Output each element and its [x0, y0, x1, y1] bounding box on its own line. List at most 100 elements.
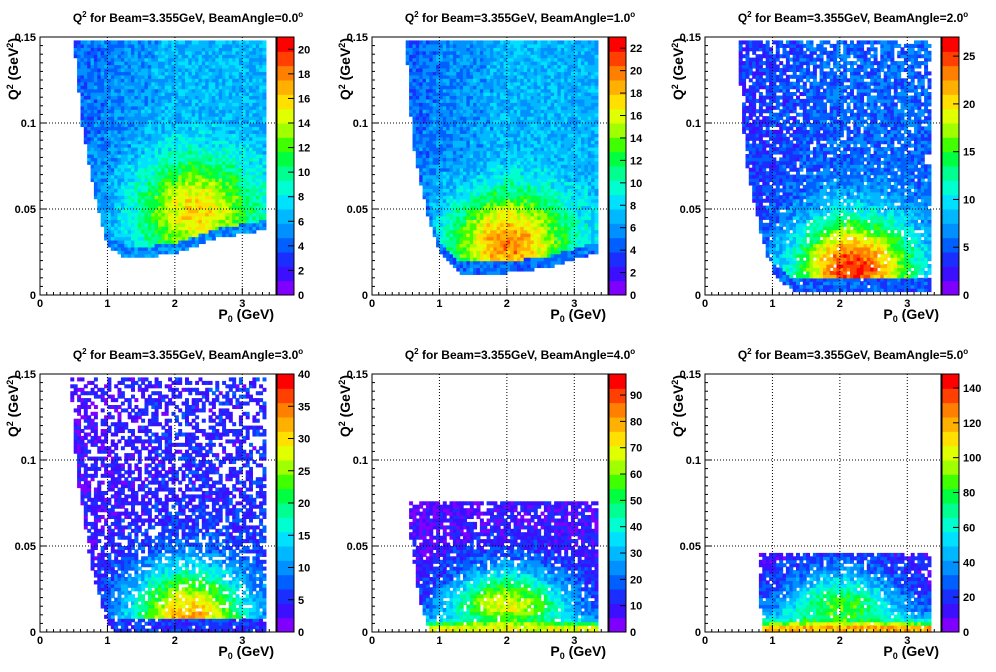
heatmap-cell [178, 188, 182, 192]
heatmap-cell [97, 164, 101, 168]
heatmap-cell [111, 40, 115, 44]
heatmap-cell [219, 85, 223, 89]
heatmap-cell [118, 147, 122, 151]
heatmap-cell [188, 51, 192, 55]
heatmap-cell [77, 61, 81, 65]
heatmap-cell [165, 61, 169, 65]
heatmap-cell [84, 113, 88, 117]
heatmap-cell [219, 216, 223, 220]
heatmap-cell [124, 147, 128, 151]
heatmap-cell [121, 188, 125, 192]
heatmap-cell [182, 137, 186, 141]
heatmap-cell [155, 147, 159, 151]
heatmap-cell [178, 223, 182, 227]
heatmap-cell [158, 164, 162, 168]
heatmap-cell [188, 240, 192, 244]
heatmap-cell [165, 182, 169, 186]
heatmap-cell [202, 171, 206, 175]
heatmap-cell [188, 223, 192, 227]
heatmap-cell [165, 216, 169, 220]
heatmap-cell [141, 240, 145, 244]
heatmap-cell [134, 102, 138, 106]
heatmap-cell [215, 182, 219, 186]
heatmap-cell [202, 216, 206, 220]
heatmap-cell [172, 44, 176, 48]
heatmap-cell [107, 233, 111, 237]
heatmap-cell [195, 199, 199, 203]
heatmap-cell [101, 40, 105, 44]
heatmap-cell [131, 206, 135, 210]
heatmap-cell [165, 147, 169, 151]
heatmap-cell [168, 206, 172, 210]
heatmap-cell [155, 199, 159, 203]
heatmap-cell [145, 51, 149, 55]
heatmap-cell [148, 102, 152, 106]
heatmap-cell [124, 250, 128, 254]
heatmap-cell [158, 250, 162, 254]
heatmap-cell [141, 68, 145, 72]
heatmap-cell [202, 78, 206, 82]
heatmap-cell [212, 102, 216, 106]
heatmap-cell [97, 44, 101, 48]
heatmap-cell [107, 68, 111, 72]
heatmap-cell [101, 96, 105, 100]
heatmap-cell [97, 68, 101, 72]
heatmap-cell [192, 233, 196, 237]
heatmap-cell [141, 44, 145, 48]
heatmap-cell [111, 164, 115, 168]
heatmap-cell [158, 199, 162, 203]
heatmap-cell [111, 113, 115, 117]
heatmap-cell [219, 164, 223, 168]
heatmap-cell [87, 96, 91, 100]
heatmap-cell [118, 233, 122, 237]
heatmap-cell [219, 147, 223, 151]
heatmap-cell [107, 223, 111, 227]
heatmap-cell [205, 223, 209, 227]
heatmap-cell [131, 61, 135, 65]
heatmap-cell [182, 216, 186, 220]
heatmap-cell [155, 216, 159, 220]
heatmap-cell [178, 61, 182, 65]
heatmap-cell [188, 171, 192, 175]
heatmap-cell [145, 113, 149, 117]
heatmap-cell [182, 78, 186, 82]
heatmap-cell [165, 171, 169, 175]
heatmap-cell [178, 171, 182, 175]
heatmap-cell [84, 130, 88, 134]
heatmap-cell [141, 188, 145, 192]
heatmap-cell [192, 85, 196, 89]
heatmap-cell [195, 40, 199, 44]
heatmap-cell [145, 250, 149, 254]
heatmap-cell [155, 51, 159, 55]
heatmap-cell [118, 216, 122, 220]
heatmap-cell [121, 199, 125, 203]
heatmap-cell [94, 61, 98, 65]
heatmap-cell [118, 51, 122, 55]
heatmap-cell [107, 164, 111, 168]
heatmap-cell [202, 147, 206, 151]
heatmap-cell [134, 233, 138, 237]
heatmap-cell [124, 154, 128, 158]
heatmap-cell [101, 188, 105, 192]
heatmap-cell [168, 233, 172, 237]
heatmap-cell [155, 240, 159, 244]
heatmap-cell [165, 240, 169, 244]
heatmap-cell [205, 113, 209, 117]
heatmap-cell [205, 171, 209, 175]
heatmap-cell [182, 102, 186, 106]
heatmap-cell [141, 223, 145, 227]
heatmap-cell [134, 188, 138, 192]
heatmap-cell [141, 137, 145, 141]
heatmap-cell [141, 233, 145, 237]
heatmap-cell [107, 137, 111, 141]
heatmap-cell [145, 44, 149, 48]
heatmap-cell [118, 250, 122, 254]
heatmap-cell [107, 240, 111, 244]
heatmap-cell [155, 188, 159, 192]
heatmap-cell [74, 51, 78, 55]
heatmap-cell [87, 154, 91, 158]
heatmap-cell [192, 171, 196, 175]
heatmap-cell [165, 250, 169, 254]
heatmap-cell [192, 51, 196, 55]
heatmap-cell [178, 51, 182, 55]
